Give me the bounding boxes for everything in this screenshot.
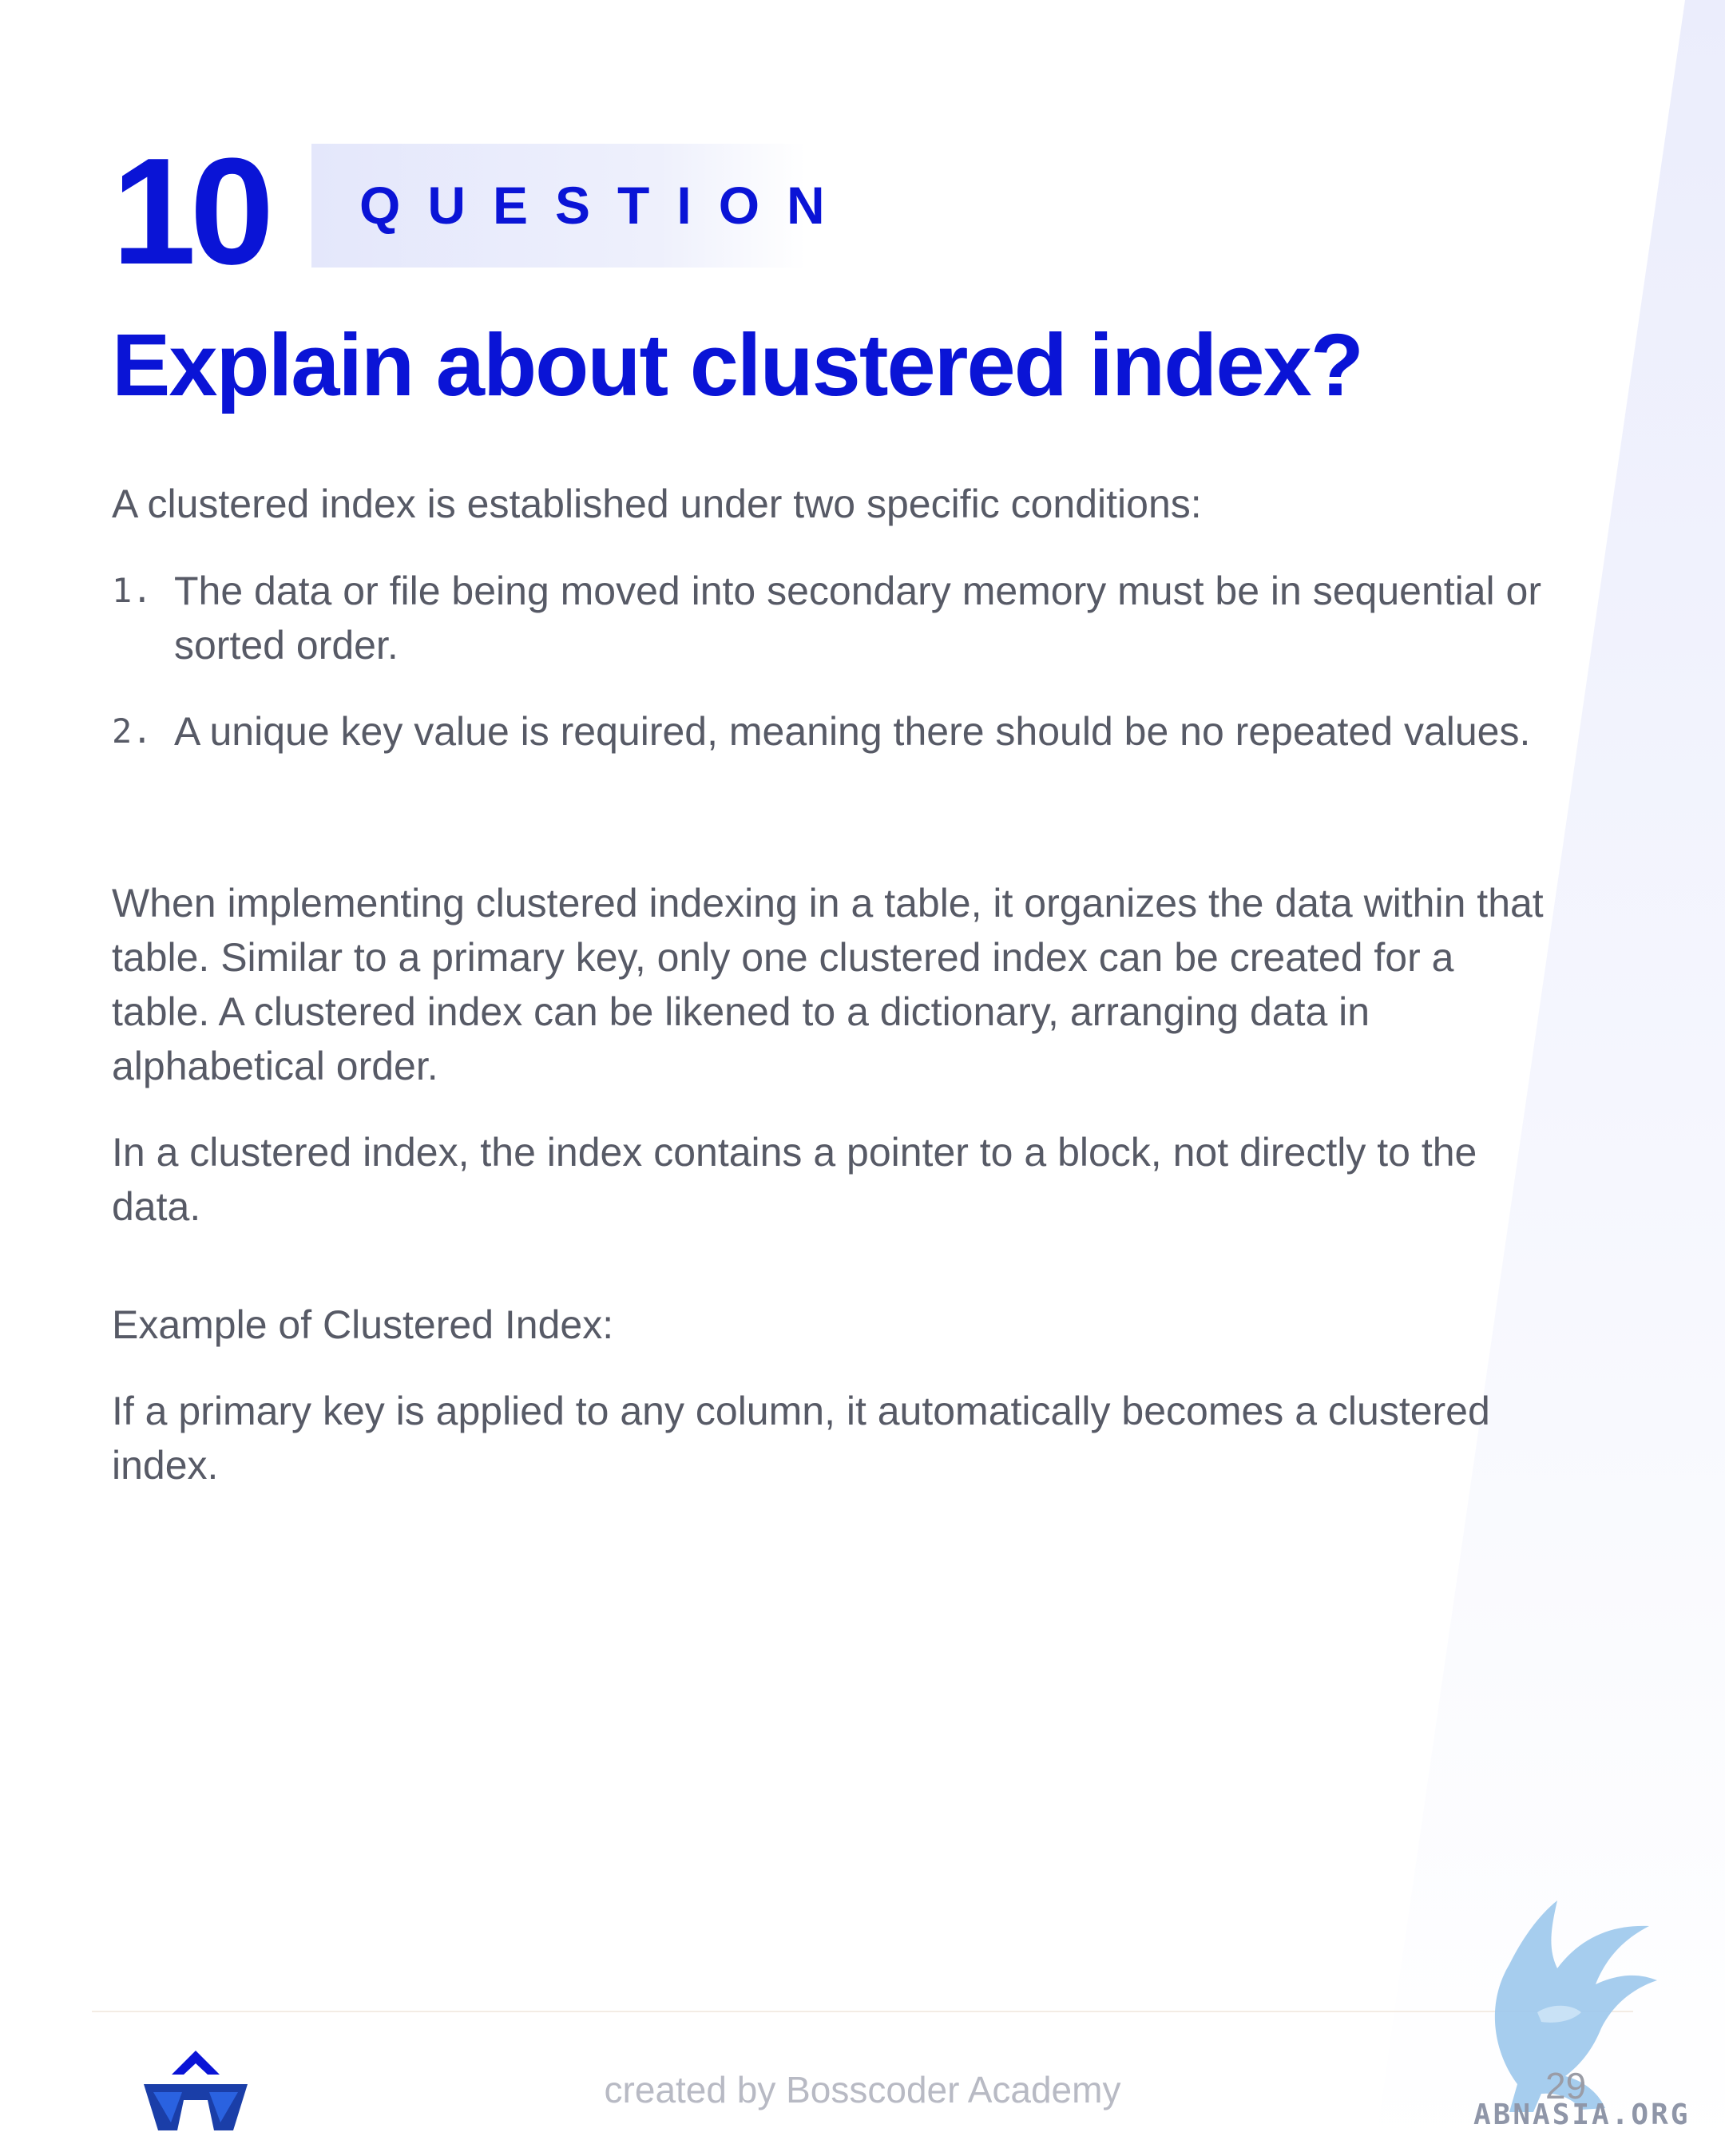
watermark-text: ABNASIA.ORG xyxy=(1473,2099,1691,2131)
paragraph-index-pointer: In a clustered index, the index contains… xyxy=(112,1130,1477,1229)
footer-divider xyxy=(92,2011,1633,2012)
list-item: 2. A unique key value is required, meani… xyxy=(112,704,1549,759)
example-text: If a primary key is applied to any colum… xyxy=(112,1389,1490,1488)
paragraph-clustered-indexing: When implementing clustered indexing in … xyxy=(112,881,1544,1088)
question-label: QUESTION xyxy=(359,176,852,235)
list-item-text: The data or file being moved into second… xyxy=(174,569,1542,668)
example-heading: Example of Clustered Index: xyxy=(112,1302,614,1347)
footer-credit: created by Bosscoder Academy xyxy=(604,2069,1121,2110)
list-item-text: A unique key value is required, meaning … xyxy=(174,709,1531,754)
question-number: 10 xyxy=(112,127,274,296)
griffin-watermark-icon xyxy=(1494,1900,1657,2112)
page-number: 29 xyxy=(1545,2065,1587,2106)
bosscoder-logo-icon xyxy=(144,2051,248,2130)
list-number: 2. xyxy=(112,711,153,751)
question-badge xyxy=(311,144,807,268)
list-number: 1. xyxy=(112,571,153,610)
question-title: Explain about clustered index? xyxy=(112,316,1364,414)
list-item: 1. The data or file being moved into sec… xyxy=(112,564,1549,672)
intro-text: A clustered index is established under t… xyxy=(112,482,1202,526)
